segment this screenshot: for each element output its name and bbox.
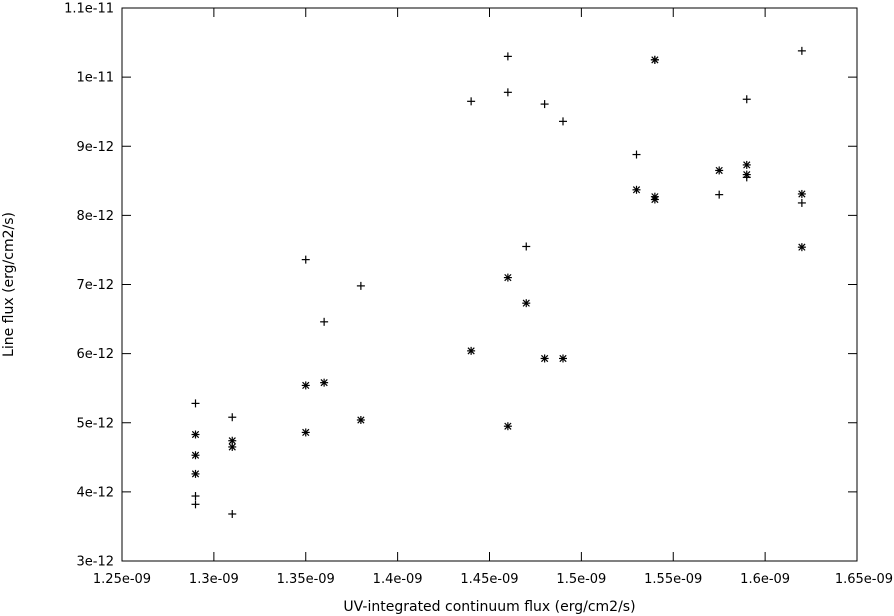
x-tick-label: 1.35e-09 xyxy=(277,572,335,587)
plus-point xyxy=(540,100,549,109)
x-tick-label: 1.3e-09 xyxy=(189,572,239,587)
star-point xyxy=(228,442,237,451)
x-tick-label: 1.45e-09 xyxy=(460,572,518,587)
y-tick-label: 1e-11 xyxy=(76,71,114,86)
x-tick-labels: 1.25e-09 1.3e-09 1.35e-09 1.4e-09 1.45e-09 1.… xyxy=(93,572,893,587)
y-tick-label: 1.1e-11 xyxy=(64,2,114,17)
plus-point xyxy=(503,88,512,97)
plus-point xyxy=(191,399,200,408)
y-tick-label: 3e-12 xyxy=(76,555,114,570)
y-tick-label: 7e-12 xyxy=(76,278,114,293)
star-point xyxy=(742,160,751,169)
y-tick-label: 9e-12 xyxy=(76,140,114,155)
star-point xyxy=(650,195,659,204)
y-tick-labels: 3e-12 4e-12 5e-12 6e-12 7e-12 8e-12 9e-12 1e-11… xyxy=(64,2,114,570)
plus-point xyxy=(191,492,200,501)
plus-point xyxy=(503,52,512,61)
y-tick-label: 6e-12 xyxy=(76,347,114,362)
x-axis-label: UV-integrated continuum flux (erg/cm2/s) xyxy=(343,599,635,615)
star-point xyxy=(301,381,310,390)
star-point xyxy=(742,170,751,179)
plus-point xyxy=(467,97,476,106)
star-point xyxy=(191,430,200,439)
star-point xyxy=(797,243,806,252)
data-points xyxy=(191,46,806,518)
star-point xyxy=(503,422,512,431)
star-point xyxy=(467,346,476,355)
x-tick-label: 1.65e-09 xyxy=(835,572,893,587)
x-tick-label: 1.4e-09 xyxy=(373,572,423,587)
plus-point xyxy=(559,117,567,126)
star-point xyxy=(191,469,200,478)
star-point xyxy=(356,415,365,424)
plot-frame xyxy=(121,7,858,562)
x-tick-label: 1.25e-09 xyxy=(93,572,151,587)
y-tick-label: 5e-12 xyxy=(76,416,114,431)
axis-ticks xyxy=(121,7,858,562)
plus-point xyxy=(797,46,806,55)
star-point xyxy=(632,185,641,194)
plus-point xyxy=(191,500,200,509)
x-tick-label: 1.6e-09 xyxy=(740,572,790,587)
plus-point xyxy=(228,413,237,422)
star-point xyxy=(320,378,329,387)
star-point xyxy=(715,166,724,175)
plus-point xyxy=(715,190,724,199)
star-point xyxy=(797,189,806,198)
star-point xyxy=(522,299,531,308)
star-point xyxy=(301,428,310,437)
plus-point xyxy=(356,281,365,290)
plus-point xyxy=(320,317,329,326)
y-axis-label: Line flux (erg/cm2/s) xyxy=(1,212,17,357)
plus-point xyxy=(301,255,310,264)
y-tick-label: 4e-12 xyxy=(76,485,114,500)
star-point xyxy=(650,55,659,64)
plus-point xyxy=(632,150,641,159)
y-tick-label: 8e-12 xyxy=(76,209,114,224)
star-point xyxy=(559,354,567,363)
x-tick-label: 1.5e-09 xyxy=(556,572,606,587)
star-point xyxy=(540,354,549,363)
star-point xyxy=(503,273,512,282)
star-point xyxy=(191,451,200,460)
plus-point xyxy=(797,198,806,207)
plus-point xyxy=(228,509,237,518)
plus-point xyxy=(742,95,751,104)
x-tick-label: 1.55e-09 xyxy=(644,572,702,587)
plus-point xyxy=(522,242,531,251)
